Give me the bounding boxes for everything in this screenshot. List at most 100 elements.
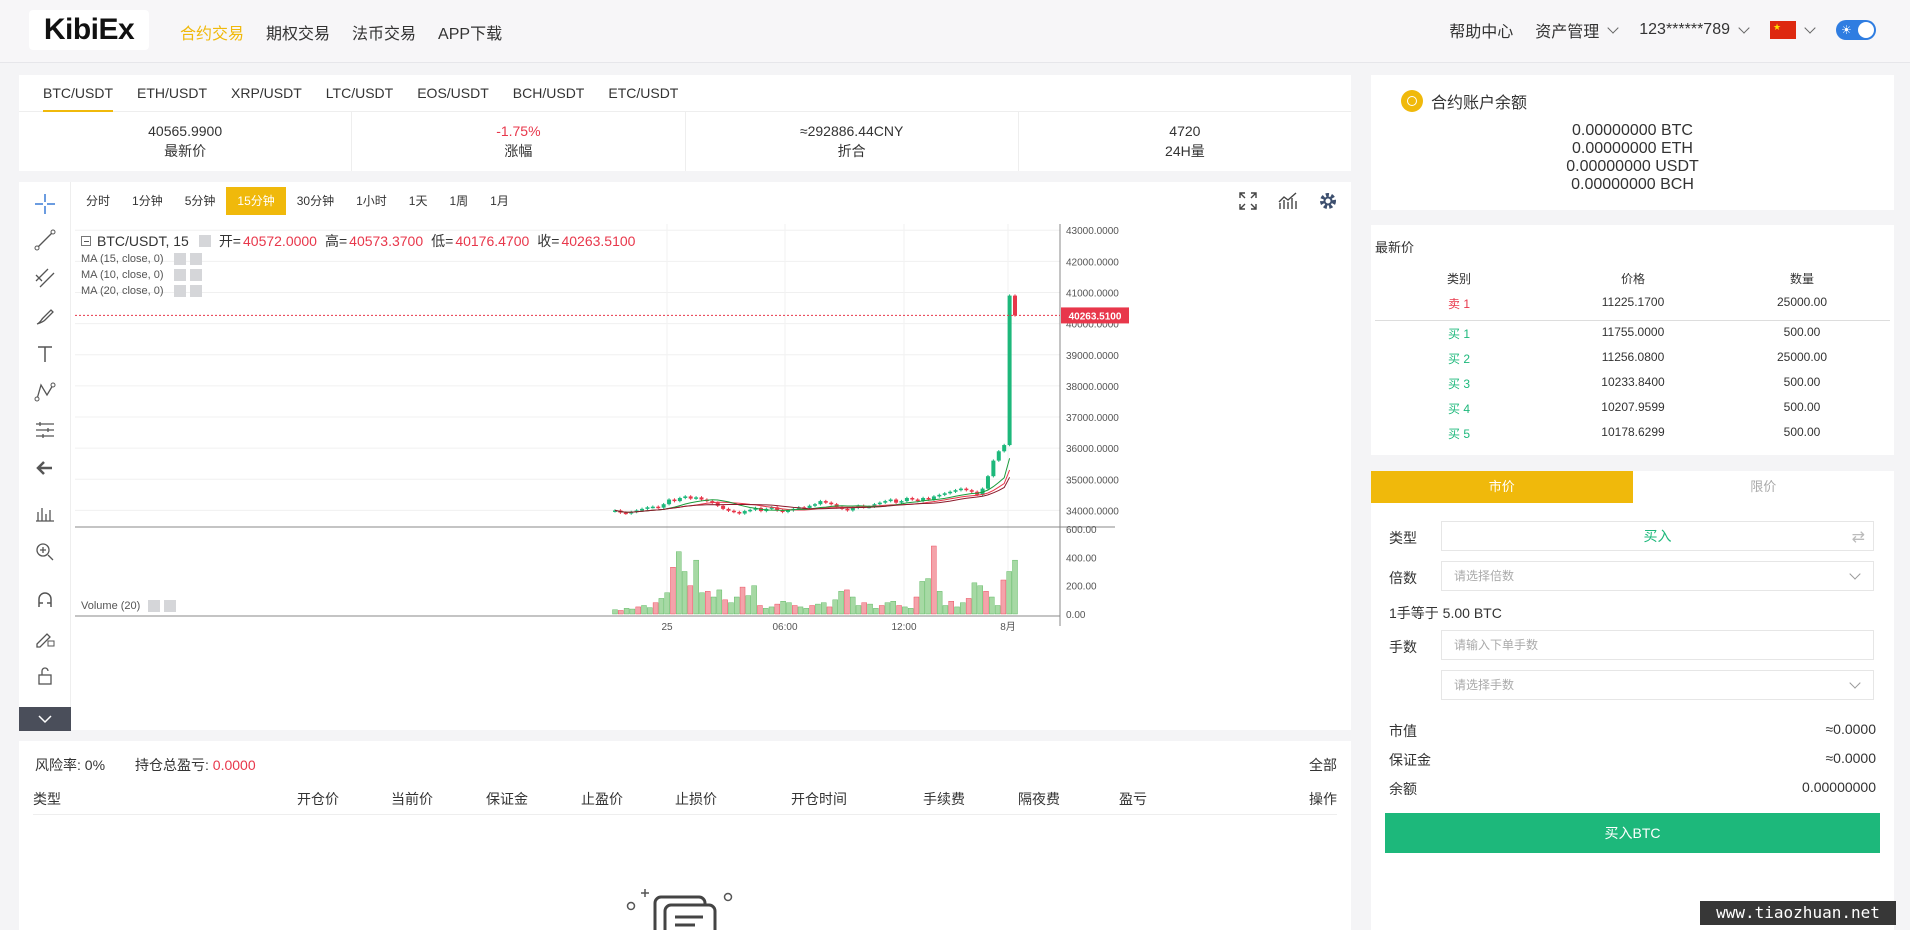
candle-body <box>899 501 904 503</box>
pattern-icon <box>34 382 56 402</box>
volume-bar <box>739 586 746 615</box>
volume-bar <box>670 567 676 615</box>
chart-settings-button[interactable] <box>1315 188 1341 214</box>
fib-tool[interactable] <box>31 264 59 292</box>
candle-body <box>958 488 963 491</box>
candle-body <box>1013 295 1017 316</box>
direction-toggle[interactable]: 买入 ⇄ <box>1441 521 1874 551</box>
nav-contract-trading[interactable]: 合约交易 <box>180 26 245 43</box>
lots-label: 手数 <box>1389 639 1417 655</box>
row-price: 10233.8400 <box>1601 375 1665 389</box>
period-5min[interactable]: 5分钟 <box>184 194 216 208</box>
close-icon[interactable] <box>189 285 202 297</box>
buy-btc-button[interactable]: 买入BTC <box>1385 813 1880 853</box>
settings-icon[interactable] <box>173 253 186 265</box>
buy-row[interactable]: 买 5 10178.6299 500.00 <box>1371 425 1894 445</box>
theme-toggle[interactable]: ☀ <box>1836 20 1876 40</box>
pair-tab-eos[interactable]: EOS/USDT <box>417 85 489 101</box>
trend-line-tool[interactable] <box>31 226 59 254</box>
pair-tab-xrp[interactable]: XRP/USDT <box>231 85 302 101</box>
pair-tab-bch[interactable]: BCH/USDT <box>512 85 585 101</box>
col-type: 类型 <box>33 791 61 807</box>
ma15-legend: MA (15, close, 0) <box>81 253 202 265</box>
ruler-tool[interactable] <box>31 500 59 528</box>
china-flag-icon <box>1770 21 1796 39</box>
pattern-tool[interactable] <box>31 378 59 406</box>
volume-bar <box>705 591 711 615</box>
buy-row[interactable]: 买 1 11755.0000 500.00 <box>1371 325 1894 345</box>
close-icon[interactable] <box>189 269 202 281</box>
period-15min[interactable]: 15分钟 <box>226 187 286 215</box>
user-account-menu[interactable]: 123******789 <box>1639 21 1750 39</box>
coin-icon <box>1401 90 1423 112</box>
sell-row[interactable]: 卖 1 11225.1700 25000.00 <box>1371 295 1894 315</box>
lots-input[interactable]: 请输入下单手数 <box>1441 630 1874 660</box>
period-30min[interactable]: 30分钟 <box>296 194 335 208</box>
period-1hour[interactable]: 1小时 <box>356 194 387 208</box>
settings-icon[interactable] <box>198 235 211 247</box>
logo[interactable]: KibiEx <box>29 10 149 50</box>
volume-bar <box>931 545 937 615</box>
tab-limit-order[interactable]: 限价 <box>1750 479 1777 494</box>
close-icon[interactable] <box>189 253 202 265</box>
magnet-tool[interactable] <box>31 586 59 614</box>
volume-bar <box>994 605 1001 615</box>
volume-bar <box>716 589 723 615</box>
volume-bar <box>977 585 983 615</box>
language-selector[interactable] <box>1770 21 1816 39</box>
toolbar-collapse-button[interactable] <box>19 707 71 731</box>
buy-row[interactable]: 买 3 10233.8400 500.00 <box>1371 375 1894 395</box>
chevron-down-icon <box>1738 22 1750 34</box>
help-center-link[interactable]: 帮助中心 <box>1449 24 1514 41</box>
settings-icon[interactable] <box>173 269 186 281</box>
tab-market-order[interactable]: 市价 <box>1371 471 1633 503</box>
fullscreen-button[interactable] <box>1235 188 1261 214</box>
crosshair-tool[interactable] <box>31 190 59 218</box>
period-timeline[interactable]: 分时 <box>86 194 111 208</box>
row-qty: 25000.00 <box>1776 295 1828 309</box>
volume-tick-label: 200.00 <box>1066 582 1097 593</box>
divider <box>1375 320 1890 321</box>
back-tool[interactable] <box>31 454 59 482</box>
pair-tab-btc[interactable]: BTC/USDT <box>43 75 113 112</box>
measure-tool[interactable] <box>31 416 59 444</box>
settings-icon[interactable] <box>148 600 161 612</box>
period-1min[interactable]: 1分钟 <box>132 194 163 208</box>
period-1week[interactable]: 1周 <box>449 194 469 208</box>
chevron-down-icon <box>1607 22 1619 34</box>
pair-tab-ltc[interactable]: LTC/USDT <box>325 85 394 101</box>
buy-row[interactable]: 买 2 11256.0800 25000.00 <box>1371 350 1894 370</box>
risk-value: 0% <box>84 757 106 773</box>
settings-icon[interactable] <box>173 285 186 297</box>
indicators-button[interactable] <box>1275 188 1301 214</box>
volume-bar <box>890 601 896 615</box>
lots-select[interactable]: 请选择手数 <box>1441 670 1874 700</box>
pair-tab-eth[interactable]: ETH/USDT <box>137 85 207 101</box>
text-tool[interactable] <box>31 340 59 368</box>
candle-body <box>672 499 677 502</box>
brush-tool[interactable] <box>31 302 59 330</box>
period-1month[interactable]: 1月 <box>490 194 509 208</box>
asset-management-menu[interactable]: 资产管理 <box>1535 18 1619 42</box>
unlock-tool[interactable] <box>31 662 59 690</box>
volume-bar <box>873 608 879 615</box>
price-tick-label: 43000.0000 <box>1066 226 1119 237</box>
measure-icon <box>36 422 54 438</box>
balance-eth: 0.00000000 ETH <box>1572 140 1693 157</box>
collapse-legend-icon[interactable] <box>81 236 91 246</box>
nav-fiat-trading[interactable]: 法币交易 <box>352 26 417 43</box>
leverage-select[interactable]: 请选择倍数 <box>1441 561 1874 591</box>
lock-drawing-tool[interactable] <box>31 624 59 652</box>
nav-app-download[interactable]: APP下载 <box>438 26 503 43</box>
price-chart[interactable]: 43000.0000 42000.0000 41000.0000 40000.0000… <box>75 224 1351 718</box>
zoom-tool[interactable] <box>31 538 59 566</box>
nav-options-trading[interactable]: 期权交易 <box>266 26 331 43</box>
buy-row[interactable]: 买 4 10207.9599 500.00 <box>1371 400 1894 420</box>
period-1day[interactable]: 1天 <box>408 194 428 208</box>
pair-tab-etc[interactable]: ETC/USDT <box>608 85 679 101</box>
ma-label: MA (20, close, 0) <box>81 285 164 297</box>
close-icon[interactable] <box>164 600 177 612</box>
margin-row: 保证金 ≈0.0000 <box>1389 750 1876 770</box>
all-positions-link[interactable]: 全部 <box>1309 757 1337 773</box>
chevron-down-icon <box>1849 568 1861 580</box>
